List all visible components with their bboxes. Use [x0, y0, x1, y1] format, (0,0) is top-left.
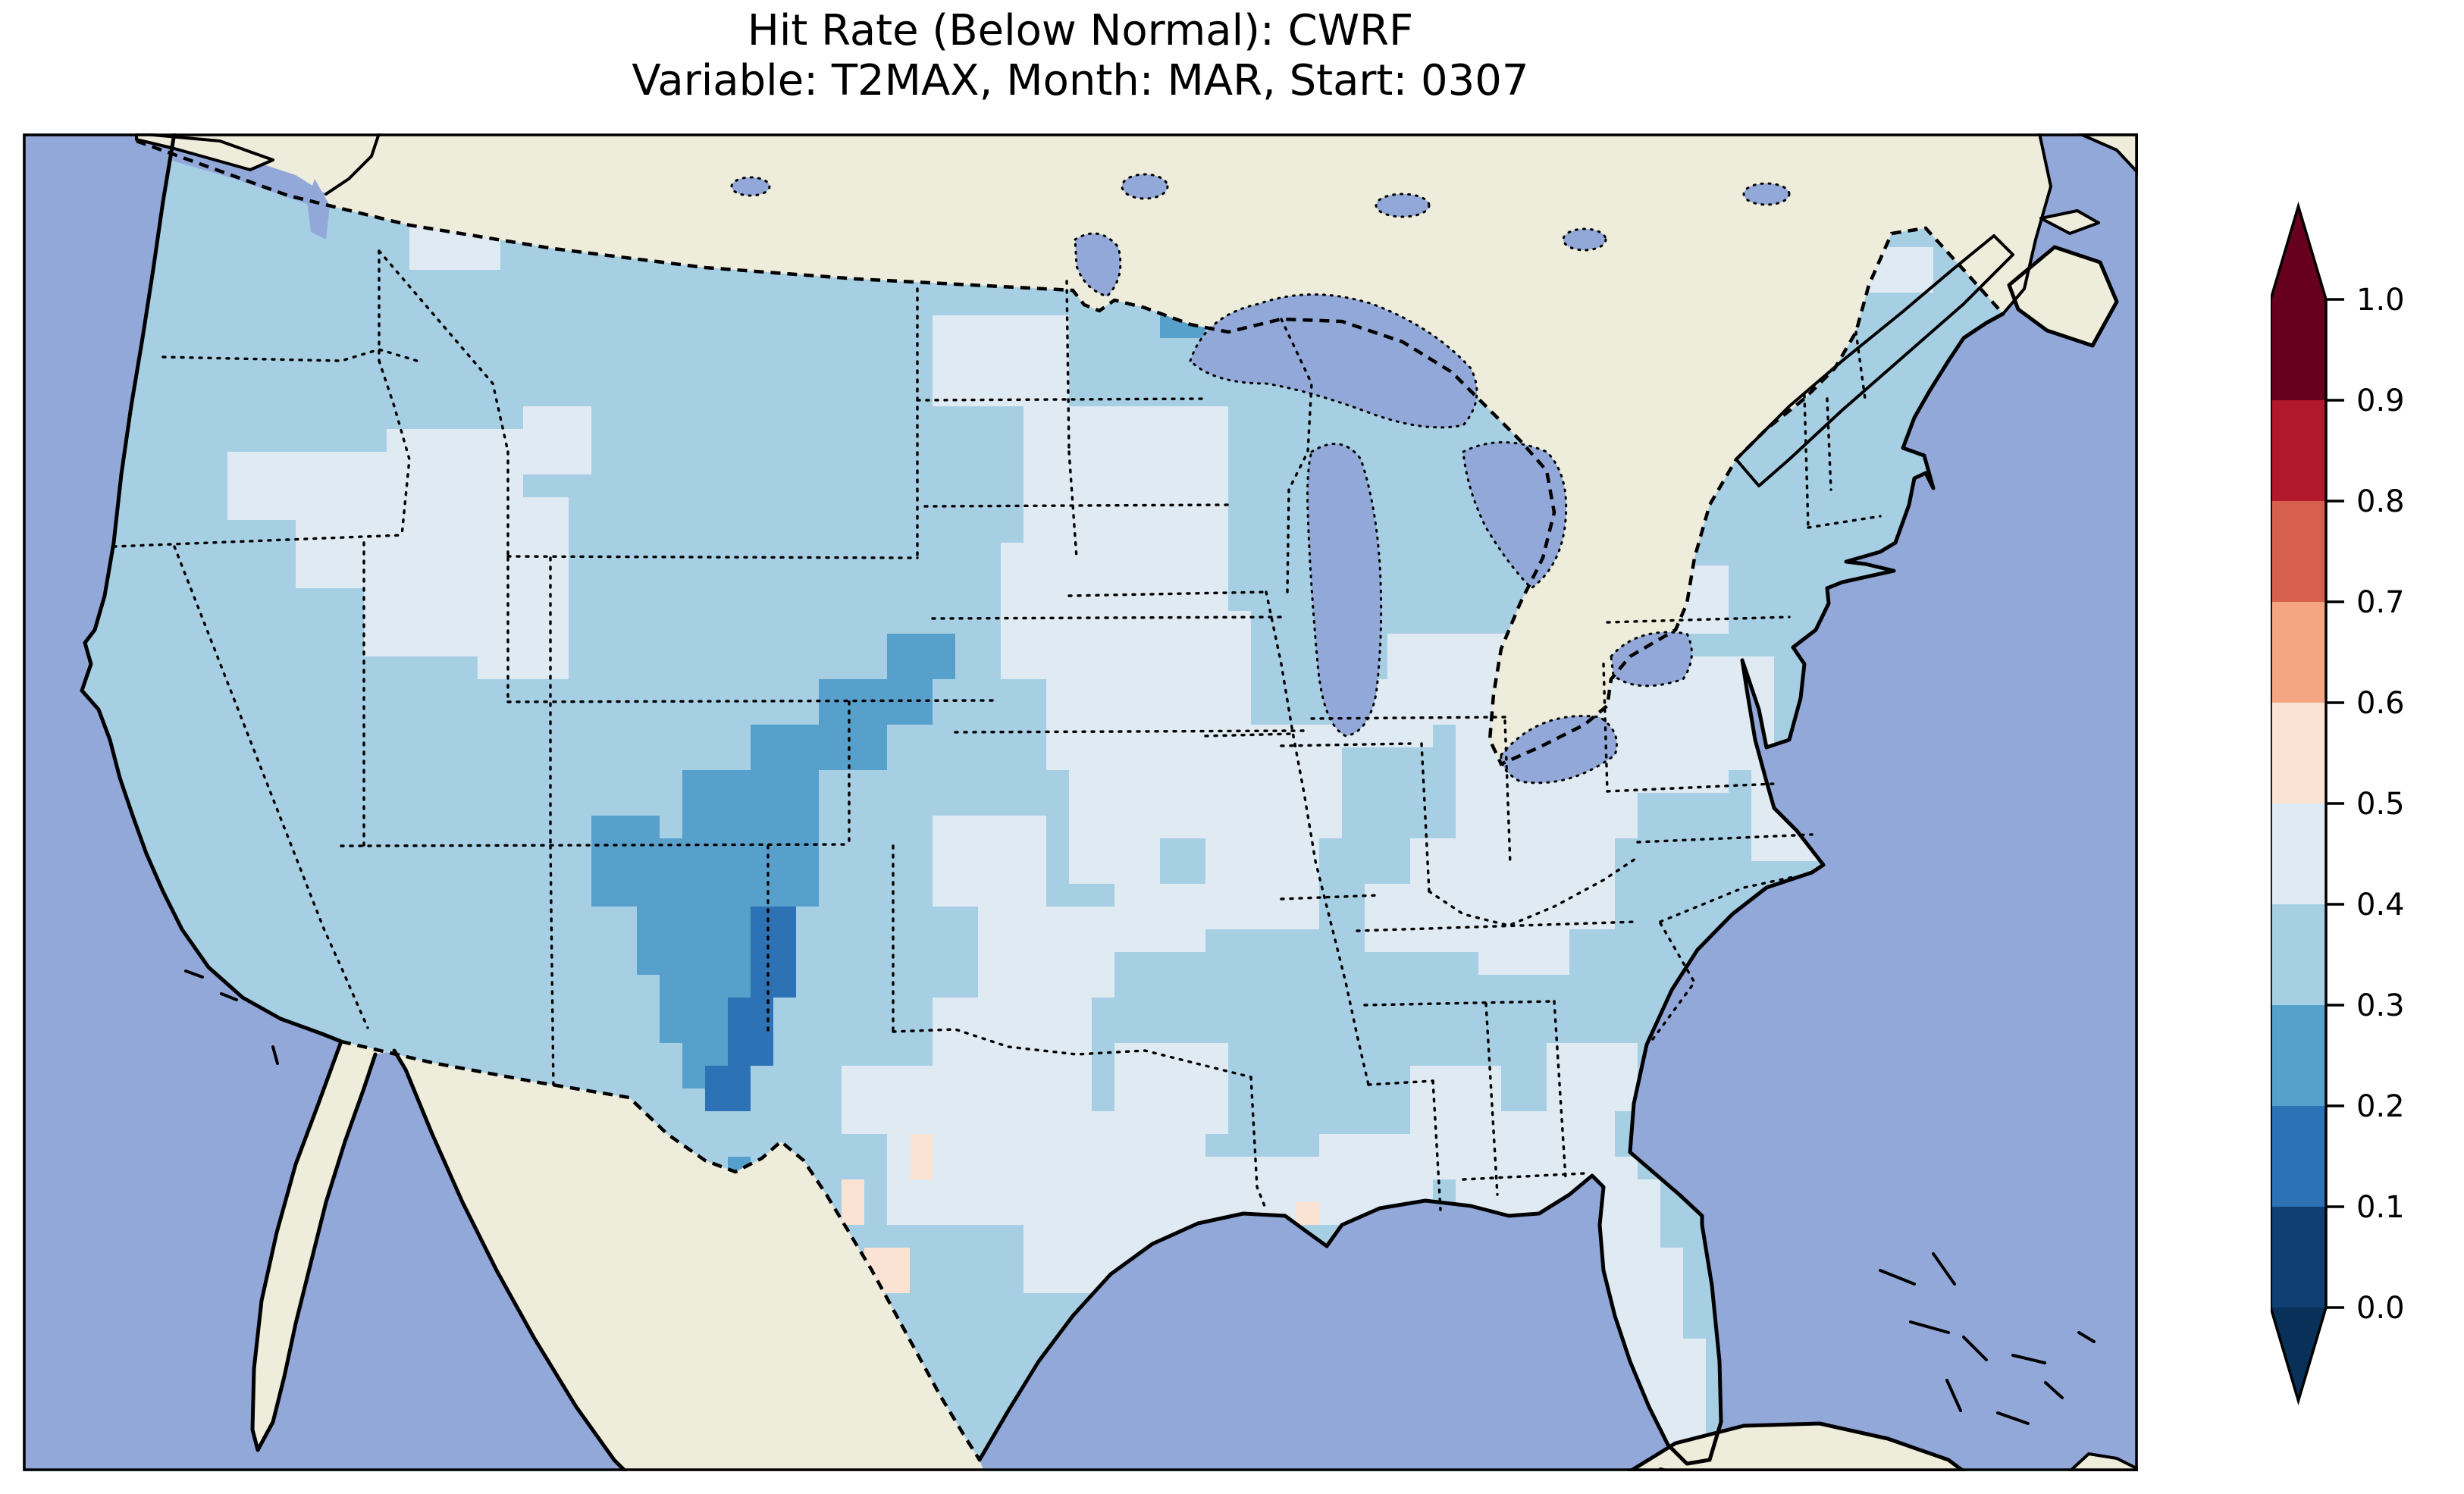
- colorbar-bin: [2271, 602, 2326, 703]
- colorbar-bin: [2271, 703, 2326, 804]
- colorbar-tick-label: 0.8: [2356, 484, 2405, 519]
- colorbar-tick-label: 0.0: [2356, 1291, 2405, 1326]
- map-axes: [23, 133, 2138, 1471]
- us-hit-rate-map: [23, 133, 2138, 1471]
- colorbar-tick-label: 0.7: [2356, 585, 2405, 620]
- hit-rate-cell-block: [478, 588, 569, 679]
- hit-rate-colorbar: 1.0 0.9 0.8 0.7 0.6 0.5 0.4 0.3 0.2 0.1 0.0: [2271, 196, 2460, 1439]
- figure-canvas: Hit Rate (Below Normal): CWRF Variable: …: [0, 0, 2464, 1494]
- colorbar-tick-label: 0.4: [2356, 888, 2405, 922]
- hit-rate-cell-block: [933, 816, 1046, 907]
- hit-rate-cell-block: [978, 907, 1114, 998]
- canada-small-lake: [1376, 194, 1429, 217]
- hit-rate-cell-block: [1160, 725, 1342, 838]
- canada-small-lake: [1744, 183, 1789, 205]
- hit-rate-cell-block: [751, 907, 796, 998]
- hit-rate-cell-block: [1478, 907, 1569, 975]
- chart-title-line1: Hit Rate (Below Normal): CWRF: [0, 6, 2161, 56]
- colorbar-bin: [2271, 501, 2326, 603]
- hit-rate-cell-block: [1296, 1202, 1319, 1225]
- colorbar-tick-label: 0.9: [2356, 384, 2405, 418]
- colorbar-bin: [2271, 803, 2326, 905]
- canada-small-lake: [732, 177, 770, 196]
- hit-rate-cell-block: [682, 770, 819, 838]
- colorbar-tick-label: 0.2: [2356, 1089, 2405, 1124]
- colorbar-tick-label: 0.5: [2356, 787, 2405, 822]
- hit-rate-cell-block: [591, 816, 660, 907]
- hit-rate-cell-block: [387, 429, 523, 497]
- colorbar-tick-label: 0.3: [2356, 988, 2405, 1023]
- colorbar-bin: [2271, 1005, 2326, 1107]
- hit-rate-cell-block: [1069, 611, 1251, 725]
- colorbar-tick-label: 0.6: [2356, 686, 2405, 721]
- hit-rate-cell-block: [1069, 770, 1160, 884]
- hit-rate-cell-block: [910, 1134, 933, 1179]
- hit-rate-cell-block: [660, 838, 819, 907]
- colorbar-arrow-top: [2271, 206, 2326, 299]
- hit-rate-cell-block: [1114, 884, 1205, 952]
- hit-rate-cell-block: [751, 725, 887, 770]
- hit-rate-cell-block: [364, 588, 478, 656]
- chart-title: Hit Rate (Below Normal): CWRF Variable: …: [0, 6, 2161, 106]
- colorbar-bin: [2271, 904, 2326, 1006]
- hit-rate-cell-block: [842, 1066, 933, 1134]
- colorbar-arrow-bottom: [2271, 1308, 2326, 1401]
- colorbar-tick-label: 1.0: [2356, 283, 2405, 318]
- hit-rate-cell-block: [933, 998, 1092, 1111]
- colorbar-tick-label: 0.1: [2356, 1190, 2405, 1225]
- chart-title-line2: Variable: T2MAX, Month: MAR, Start: 0307: [0, 56, 2161, 106]
- hit-rate-cell-block: [1024, 406, 1228, 543]
- hit-rate-cell-block: [705, 1066, 751, 1111]
- colorbar-bin: [2271, 400, 2326, 502]
- canada-small-lake: [1122, 174, 1168, 199]
- canada-small-lake: [1563, 229, 1606, 250]
- colorbar-bin: [2271, 299, 2326, 401]
- hit-rate-cell-block: [523, 406, 591, 475]
- hit-rate-cell-block: [1205, 838, 1319, 929]
- colorbar-bin: [2271, 1106, 2326, 1207]
- hit-rate-cell-block: [728, 998, 773, 1066]
- hit-rate-cell-block: [933, 315, 1069, 406]
- hit-rate-cell-block: [887, 634, 955, 679]
- colorbar-bin: [2271, 1207, 2326, 1308]
- hit-rate-cell-block: [842, 1179, 864, 1225]
